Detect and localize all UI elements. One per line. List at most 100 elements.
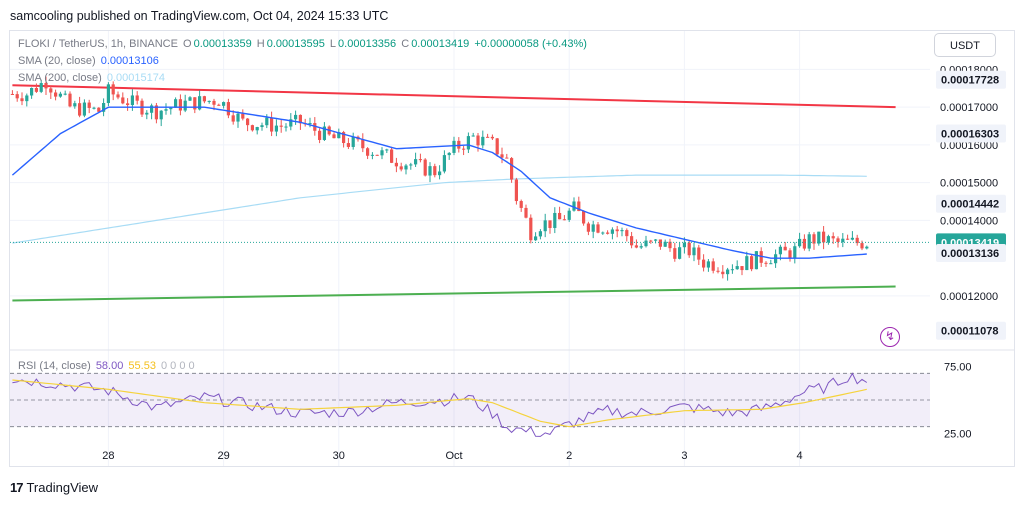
candle-body <box>572 201 576 211</box>
candle-body <box>308 123 312 125</box>
candle-body <box>730 269 734 271</box>
candle-body <box>198 96 202 110</box>
candle-body <box>174 99 178 108</box>
candle-body <box>500 154 504 158</box>
legend-low-label: L <box>329 38 337 50</box>
candle-body <box>351 136 355 147</box>
legend-sma20[interactable]: SMA (20, close) 0.00013106 <box>18 55 161 67</box>
candle-body <box>418 159 422 161</box>
resistance-trendline <box>12 84 896 109</box>
candle-body <box>265 117 269 126</box>
sma200-value: 0.00015174 <box>106 72 165 84</box>
candle-body <box>332 134 336 139</box>
candle-body <box>97 107 101 112</box>
candle-body <box>20 98 24 102</box>
candle-body <box>63 93 67 95</box>
candle-body <box>687 242 691 256</box>
candle-body <box>361 139 365 149</box>
candle-body <box>409 164 413 166</box>
candle-body <box>370 154 374 156</box>
candle-body <box>802 238 806 249</box>
candle-body <box>289 119 293 127</box>
candle-body <box>702 259 706 268</box>
candle-body <box>34 87 38 92</box>
candle-body <box>778 246 782 255</box>
candle-body <box>582 211 586 224</box>
candle-body <box>15 94 19 99</box>
price-label: 0.00014442 <box>941 199 999 211</box>
candle-body <box>534 236 538 241</box>
candle-body <box>279 125 283 127</box>
candle-body <box>394 162 398 167</box>
candle-body <box>226 102 230 116</box>
candle-body <box>399 166 403 170</box>
candle-body <box>634 245 638 248</box>
candles <box>10 76 869 281</box>
candle-body <box>764 262 768 264</box>
candle-body <box>769 263 773 265</box>
candle-body <box>135 95 139 101</box>
candle-body <box>716 270 720 272</box>
candle-body <box>106 84 110 104</box>
candle-body <box>625 230 629 237</box>
rsi-tick-label: 25.00 <box>944 428 972 440</box>
candle-body <box>697 247 701 260</box>
candle-body <box>524 207 528 218</box>
candle-body <box>812 234 816 244</box>
candle-body <box>658 239 662 247</box>
candle-body <box>740 266 744 271</box>
candle-body <box>836 238 840 243</box>
time-tick-label: 3 <box>681 450 687 462</box>
candle-body <box>567 210 571 220</box>
rsi-value: 58.00 <box>95 360 124 372</box>
lightning-icon[interactable]: ↯ <box>880 327 900 347</box>
candle-body <box>10 93 14 95</box>
candle-body <box>601 232 605 234</box>
legend-rsi[interactable]: RSI (14, close) 58.00 55.53 0 0 0 0 <box>18 360 197 372</box>
candle-body <box>260 125 264 128</box>
candle-body <box>337 132 341 139</box>
candle-body <box>428 166 432 176</box>
candle-body <box>82 102 86 116</box>
candle-body <box>318 130 322 140</box>
price-label-box <box>936 194 1006 213</box>
candle-body <box>188 97 192 101</box>
sma20-series <box>11 106 867 259</box>
candle-body <box>606 232 610 234</box>
chart-frame[interactable] <box>9 30 1015 467</box>
candle-body <box>423 159 427 176</box>
candle-body <box>25 95 29 102</box>
rsi-extra: 0 0 0 0 <box>161 360 195 372</box>
candle-body <box>322 126 326 140</box>
rsi-pane <box>10 372 930 437</box>
time-tick-label: 30 <box>333 450 345 462</box>
currency-button[interactable]: USDT <box>934 33 996 57</box>
time-axis: 28 29 30 Oct 2 3 4 <box>102 450 802 462</box>
sma20-line <box>11 106 867 259</box>
candle-body <box>481 136 485 146</box>
candle-body <box>471 135 475 137</box>
candle-body <box>865 246 869 249</box>
tradingview-logo[interactable]: 17 TradingView <box>10 480 98 495</box>
candle-body <box>447 152 451 156</box>
candle-body <box>466 136 470 150</box>
candle-body <box>231 115 235 122</box>
candle-body <box>102 103 106 112</box>
time-tick-label: 28 <box>102 450 114 462</box>
price-label: 0.00011078 <box>941 326 999 338</box>
candle-body <box>183 100 187 111</box>
candle-body <box>39 83 43 92</box>
candle-body <box>860 243 864 249</box>
candle-body <box>462 148 466 150</box>
candle-body <box>274 125 278 132</box>
candle-body <box>673 248 677 259</box>
candle-body <box>346 143 350 147</box>
candle-body <box>735 266 739 270</box>
candle-body <box>553 212 557 228</box>
candle-body <box>294 114 298 120</box>
legend-ohlc: FLOKI / TetherUS, 1h, BINANCE O 0.0001335… <box>18 38 589 50</box>
candle-body <box>30 87 34 96</box>
legend-sma200[interactable]: SMA (200, close) 0.00015174 <box>18 72 167 84</box>
candle-body <box>255 127 259 131</box>
